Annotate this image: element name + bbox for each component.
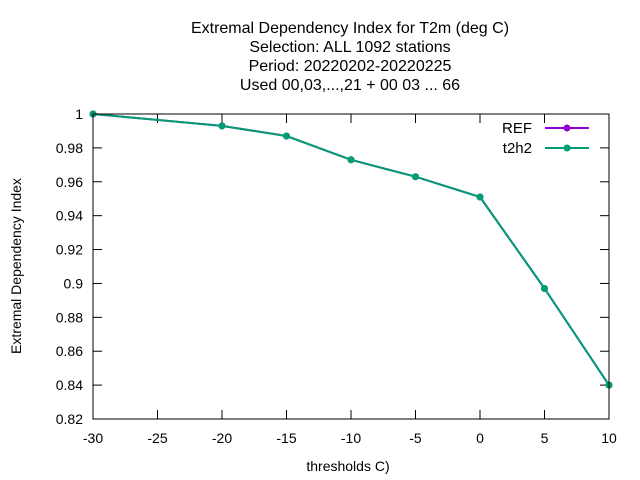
y-tick-label: 1: [75, 106, 83, 122]
legend-label-t2h2: t2h2: [503, 140, 532, 157]
y-tick-label: 0.86: [56, 343, 83, 359]
y-tick-label: 0.92: [56, 242, 83, 258]
y-tick-label: 0.9: [64, 275, 84, 291]
x-tick-label: -30: [83, 430, 103, 446]
x-tick-label: -15: [276, 430, 296, 446]
x-tick-label: -10: [341, 430, 361, 446]
legend: REF t2h2: [502, 120, 589, 157]
x-axis-label: thresholds C): [306, 458, 389, 474]
plot-border: [92, 113, 610, 420]
chart-title-line-2: Selection: ALL 1092 stations: [249, 39, 450, 56]
x-tick-label: -20: [212, 430, 232, 446]
data-point-t2h2: [541, 285, 548, 293]
data-point-t2h2: [347, 156, 355, 164]
y-tick-label: 0.94: [56, 208, 83, 224]
x-tick-label: 10: [601, 430, 617, 446]
y-tick-label: 0.98: [56, 140, 83, 156]
chart-title-line-3: Period: 20220202-20220225: [249, 58, 452, 75]
series-line-t2h2: [92, 113, 610, 386]
y-tick-label: 0.96: [56, 174, 83, 190]
x-tick-label: -5: [409, 430, 422, 446]
legend-marker-t2h2: [563, 144, 571, 152]
chart-title-line-1: Extremal Dependency Index for T2m (deg C…: [191, 20, 509, 37]
y-tick-label: 0.84: [56, 377, 83, 393]
x-tick-label: 5: [541, 430, 549, 446]
plot-area: [89, 110, 613, 389]
y-tick-label: 0.82: [56, 411, 83, 427]
legend-label-ref: REF: [502, 120, 532, 137]
data-point-t2h2: [218, 122, 226, 130]
data-point-t2h2: [412, 173, 419, 181]
axes: 0.82 0.84 0.86 0.88 0.9 0.92 0.94 0.96 0.98 1 -30 -…: [56, 106, 617, 446]
y-tick-label: 0.88: [56, 309, 83, 325]
x-tick-label: -25: [147, 430, 167, 446]
x-tick-label: 0: [476, 430, 484, 446]
y-axis-label: Extremal Dependency Index: [8, 178, 24, 354]
data-point-t2h2: [283, 132, 290, 140]
chart-title-line-4: Used 00,03,...,21 + 00 03 ... 66: [240, 77, 460, 94]
legend-marker-ref: [563, 124, 571, 132]
data-point-t2h2: [476, 193, 484, 201]
chart-title: Extremal Dependency Index for T2m (deg C…: [191, 20, 509, 94]
